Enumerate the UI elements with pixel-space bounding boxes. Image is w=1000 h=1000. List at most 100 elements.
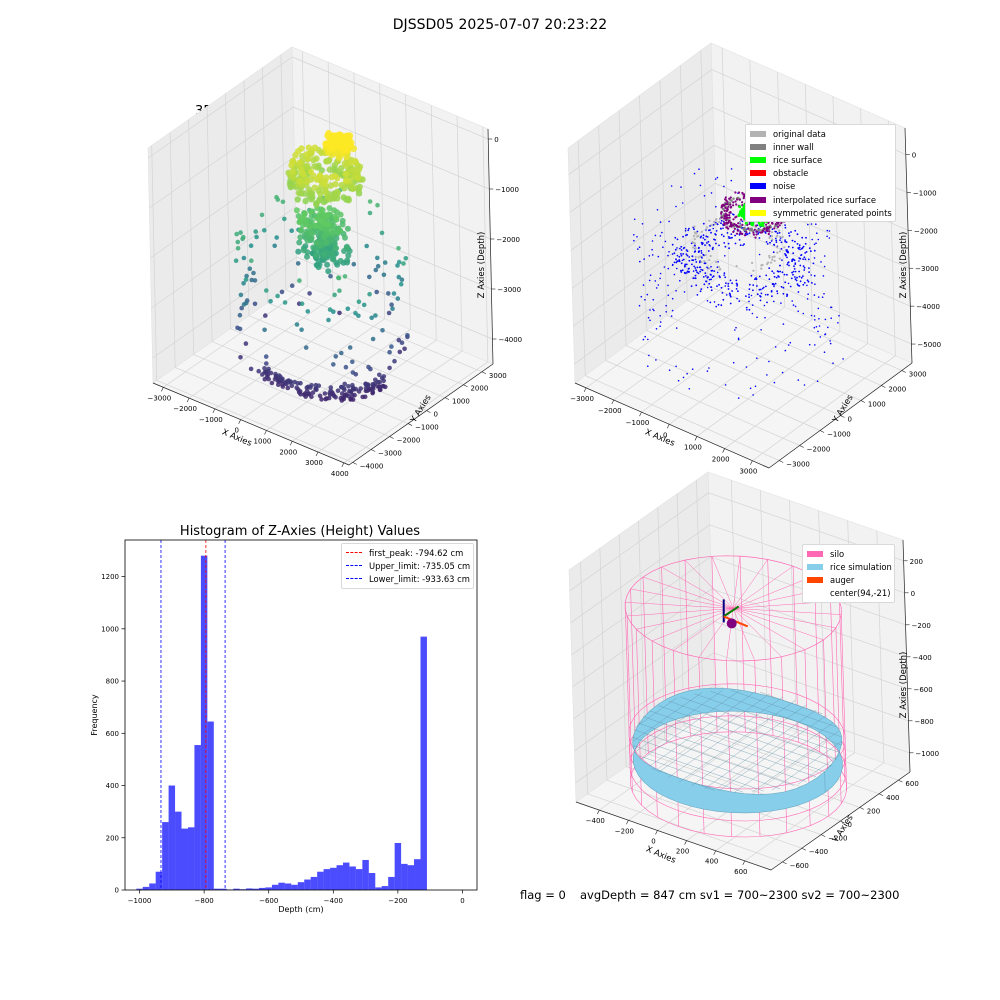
noise-point — [791, 271, 793, 274]
rice-surface-point — [759, 223, 763, 227]
data-point — [397, 349, 403, 355]
noise-point — [796, 243, 799, 245]
noise-point — [665, 304, 667, 307]
legend-swatch — [807, 576, 823, 583]
histogram-plot: −1000 −800 −600 −400 −200 0 0 200 400 600 800 1000 1… — [90, 539, 478, 914]
noise-point — [808, 343, 811, 346]
noise-point — [704, 238, 706, 241]
noise-point — [779, 270, 782, 273]
silo-roof-line — [733, 608, 836, 629]
noise-point — [746, 233, 749, 235]
noise-point — [720, 233, 723, 236]
y-tick-label: −1000 — [827, 431, 851, 439]
data-point — [300, 247, 307, 254]
interpolated-point — [735, 224, 738, 227]
data-point — [323, 174, 330, 181]
z-tick-label: −4000 — [916, 303, 940, 311]
data-point — [396, 246, 401, 251]
noise-point — [698, 246, 700, 249]
data-point — [321, 180, 328, 188]
data-point — [337, 228, 344, 234]
original-point — [694, 247, 697, 250]
data-point — [306, 223, 313, 230]
noise-point — [716, 271, 719, 274]
noise-point — [813, 326, 816, 329]
interpolated-point — [752, 231, 755, 234]
noise-point — [633, 234, 635, 236]
noise-point — [682, 247, 685, 250]
data-point — [312, 222, 319, 229]
y-tick-label: 2000 — [470, 385, 488, 393]
noise-point — [703, 283, 706, 286]
data-point — [317, 195, 324, 202]
grid-line — [574, 258, 718, 365]
grid-line — [240, 318, 385, 420]
noise-point — [686, 270, 689, 273]
data-point — [396, 274, 402, 280]
noise-point — [696, 266, 699, 269]
noise-point — [665, 311, 667, 313]
z-tick-label: 0 — [911, 590, 915, 598]
y-tick-mark — [779, 460, 784, 463]
y-tick-mark — [407, 423, 413, 426]
interpolated-point — [723, 209, 727, 212]
noise-point — [823, 293, 825, 295]
legend-label: noise — [773, 181, 796, 192]
x-tick-mark — [212, 408, 216, 414]
noise-point — [688, 259, 691, 262]
noise-point — [702, 276, 705, 278]
original-point — [705, 226, 709, 229]
interpolated-point — [728, 211, 731, 214]
noise-point — [727, 242, 730, 245]
interpolated-point — [774, 223, 777, 226]
x-tick-label: 2000 — [279, 448, 297, 456]
noise-point — [813, 274, 816, 277]
x-tick-mark — [264, 430, 267, 435]
noise-point — [648, 279, 651, 282]
histogram-bar — [187, 827, 195, 890]
noise-point — [793, 268, 796, 270]
data-point — [263, 369, 269, 375]
interpolated-point — [723, 222, 726, 225]
noise-point — [822, 275, 825, 277]
histogram-bar — [342, 862, 350, 890]
noise-point — [810, 250, 812, 253]
interpolated-point — [734, 191, 737, 194]
noise-point — [815, 223, 817, 225]
original-point — [693, 225, 696, 228]
data-point — [375, 263, 381, 269]
interpolated-point — [725, 216, 728, 220]
noise-point — [710, 286, 712, 288]
silo-roof-line — [733, 608, 842, 615]
data-point — [294, 196, 301, 203]
interpolated-point — [747, 227, 750, 230]
noise-point — [768, 278, 771, 281]
original-point — [751, 261, 754, 264]
noise-point — [708, 282, 711, 285]
data-point — [276, 382, 281, 388]
noise-point — [766, 243, 769, 245]
noise-point — [659, 235, 662, 237]
y-tick-mark — [821, 834, 826, 837]
data-point — [391, 291, 397, 296]
data-point — [337, 288, 342, 294]
grid-line — [456, 116, 463, 352]
noise-point — [705, 280, 707, 283]
noise-point — [818, 318, 820, 320]
data-point — [251, 270, 256, 276]
histogram-bar — [317, 871, 324, 890]
data-point — [323, 239, 330, 246]
noise-point — [642, 338, 645, 341]
noise-point — [779, 239, 781, 242]
y-tick-mark — [840, 415, 845, 418]
histogram-bar — [168, 785, 176, 890]
z-tick-label: −3000 — [915, 265, 939, 273]
noise-point — [787, 282, 790, 285]
z-tick-label: −600 — [913, 686, 932, 694]
noise-point — [700, 252, 703, 254]
x-tick-mark — [694, 436, 698, 441]
data-point — [347, 388, 352, 394]
noise-point — [673, 252, 676, 255]
interpolated-point — [724, 212, 727, 215]
data-point — [309, 383, 314, 388]
